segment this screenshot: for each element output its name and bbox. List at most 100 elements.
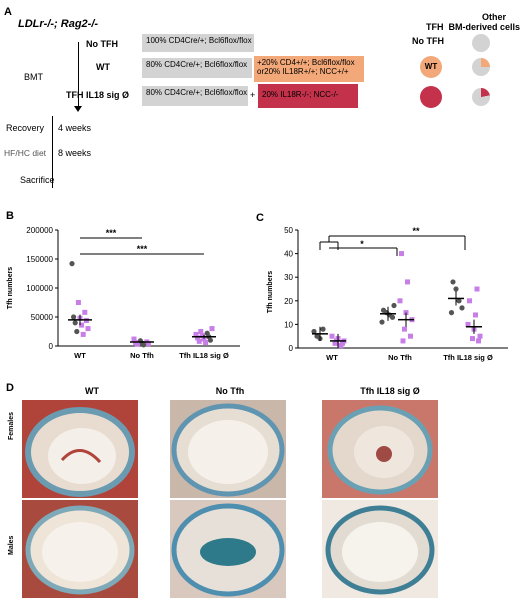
b-ytick-label: 0 xyxy=(49,342,54,351)
box-wt-main: 80% CD4Cre/+; Bcl6flox/flox xyxy=(142,58,252,78)
b-point xyxy=(196,338,202,344)
bmt-label: BMT xyxy=(24,72,43,82)
c-point-b xyxy=(329,333,335,339)
tfh-header: TFH xyxy=(426,22,444,32)
recovery-time: 4 weeks xyxy=(58,123,92,133)
c-ytick-label: 0 xyxy=(289,344,294,353)
b-point xyxy=(198,329,204,334)
c-xtick-label: WT xyxy=(326,353,338,362)
photo-col-no-tfh: No Tfh xyxy=(215,386,245,396)
panel-b-label: B xyxy=(6,210,14,222)
diet-time: 8 weeks xyxy=(58,148,92,158)
c-point-a xyxy=(459,305,465,311)
c-point-a xyxy=(391,302,397,309)
c-point-b xyxy=(408,333,413,339)
recovery-label: Recovery xyxy=(6,123,45,133)
genotype-title: LDLr-/-; Rag2-/- xyxy=(18,18,99,30)
b-point xyxy=(141,342,147,348)
b-point xyxy=(82,309,88,315)
pie-tfh-wt xyxy=(420,56,442,78)
panel-b-chart: 0 50000 100000 150000 200000 Tfh numbers WT No … xyxy=(7,226,240,360)
group-tfh-il18-name: TFH IL18 sig Ø xyxy=(66,90,130,100)
b-ytick-label: 200000 xyxy=(26,226,53,235)
b-point xyxy=(80,331,86,337)
timeline-bmt-line xyxy=(78,42,79,110)
b-point xyxy=(72,320,78,326)
box-tfh-il18-main: 80% CD4Cre/+; Bcl6flox/flox xyxy=(142,86,248,106)
panel-c-chart: 0 10 20 30 40 50 Tfh numbers WT No Tfh Tfh IL18 s… xyxy=(267,226,508,362)
c-ylabel: Tfh numbers xyxy=(267,271,274,313)
b-point xyxy=(131,336,137,342)
group-wt-name: WT xyxy=(96,62,110,72)
b-point xyxy=(79,322,85,328)
c-ytick-label: 50 xyxy=(284,226,293,235)
b-ylabel: Tfh numbers xyxy=(7,267,14,309)
c-sig-label: * xyxy=(360,239,364,249)
histology-no-tfh-female xyxy=(170,400,286,498)
diet-label: HF/HC diet xyxy=(4,148,47,158)
photo-col-tfh-il18: Tfh IL18 sig Ø xyxy=(360,386,420,396)
c-point-a xyxy=(379,319,385,325)
b-point xyxy=(145,341,151,347)
b-sig-label: *** xyxy=(137,244,148,254)
pie-tfh-il18 xyxy=(420,86,442,108)
box-no-tfh: 100% CD4Cre/+; Bcl6flox/flox xyxy=(142,34,254,52)
panel-d-label: D xyxy=(6,382,14,394)
other-header-2: BM-derived cells xyxy=(448,22,520,32)
c-xtick-label: No Tfh xyxy=(388,353,412,362)
pie-label-no-tfh: No TFH xyxy=(412,36,444,46)
c-point-b xyxy=(338,343,344,349)
c-point-b xyxy=(402,326,407,332)
b-point xyxy=(69,261,75,267)
histology-tfh-il18-male xyxy=(322,500,438,598)
c-point-a xyxy=(450,279,456,285)
c-point-a xyxy=(456,298,462,304)
row-label-females: Females xyxy=(8,411,15,440)
b-point xyxy=(71,314,77,320)
b-xtick-label: WT xyxy=(74,351,86,360)
group-no-tfh-name: No TFH xyxy=(86,39,118,49)
c-ytick-label: 20 xyxy=(284,297,293,306)
b-ytick-label: 50000 xyxy=(31,313,54,322)
b-point xyxy=(199,333,205,339)
box-wt-extra-line2: or20% IL18R+/+; NCC+/+ xyxy=(257,67,349,76)
b-point xyxy=(209,326,215,332)
b-ytick-label: 100000 xyxy=(26,284,53,293)
c-ytick-label: 40 xyxy=(284,250,293,259)
histology-tfh-il18-female xyxy=(322,400,438,498)
c-point-b xyxy=(477,333,483,339)
b-point xyxy=(207,337,213,343)
c-point-b xyxy=(405,279,410,285)
c-point-a xyxy=(448,310,455,316)
other-header-1: Other xyxy=(482,12,507,22)
b-ytick-label: 150000 xyxy=(26,255,53,264)
b-point xyxy=(193,331,199,337)
c-point-a xyxy=(453,286,459,292)
b-point xyxy=(75,300,81,305)
row-label-males: Males xyxy=(8,535,15,555)
histology-no-tfh-male xyxy=(170,500,286,598)
box-wt-extra-line1: +20% CD4+/+; Bcl6flox/flox xyxy=(257,58,355,67)
pie-label-wt: WT xyxy=(424,62,438,71)
c-point-b xyxy=(473,312,478,318)
b-point xyxy=(85,326,91,332)
b-point xyxy=(74,328,80,335)
c-point-b xyxy=(467,298,472,304)
box-wt-extra: +20% CD4+/+; Bcl6flox/flox or20% IL18R+/… xyxy=(254,56,364,82)
c-point-b xyxy=(400,338,406,344)
pie-other-no-tfh xyxy=(472,34,490,52)
box-tfh-il18-extra: 20% IL18R-/-; NCC-/- xyxy=(258,84,358,108)
b-point xyxy=(195,335,201,341)
panel-a-label: A xyxy=(4,6,12,18)
c-xtick-label: Tfh IL18 sig Ø xyxy=(443,353,493,362)
c-point-a xyxy=(389,314,396,320)
b-point xyxy=(201,336,207,342)
b-point xyxy=(203,340,209,346)
sacrifice-label: Sacrifice xyxy=(20,175,55,185)
plus-sign: + xyxy=(250,90,256,100)
c-ytick-label: 10 xyxy=(284,320,293,329)
histology-wt-female xyxy=(22,400,138,498)
panel-c-label: C xyxy=(256,212,264,224)
pie-other-il18 xyxy=(472,88,490,106)
c-point-b xyxy=(397,298,403,304)
